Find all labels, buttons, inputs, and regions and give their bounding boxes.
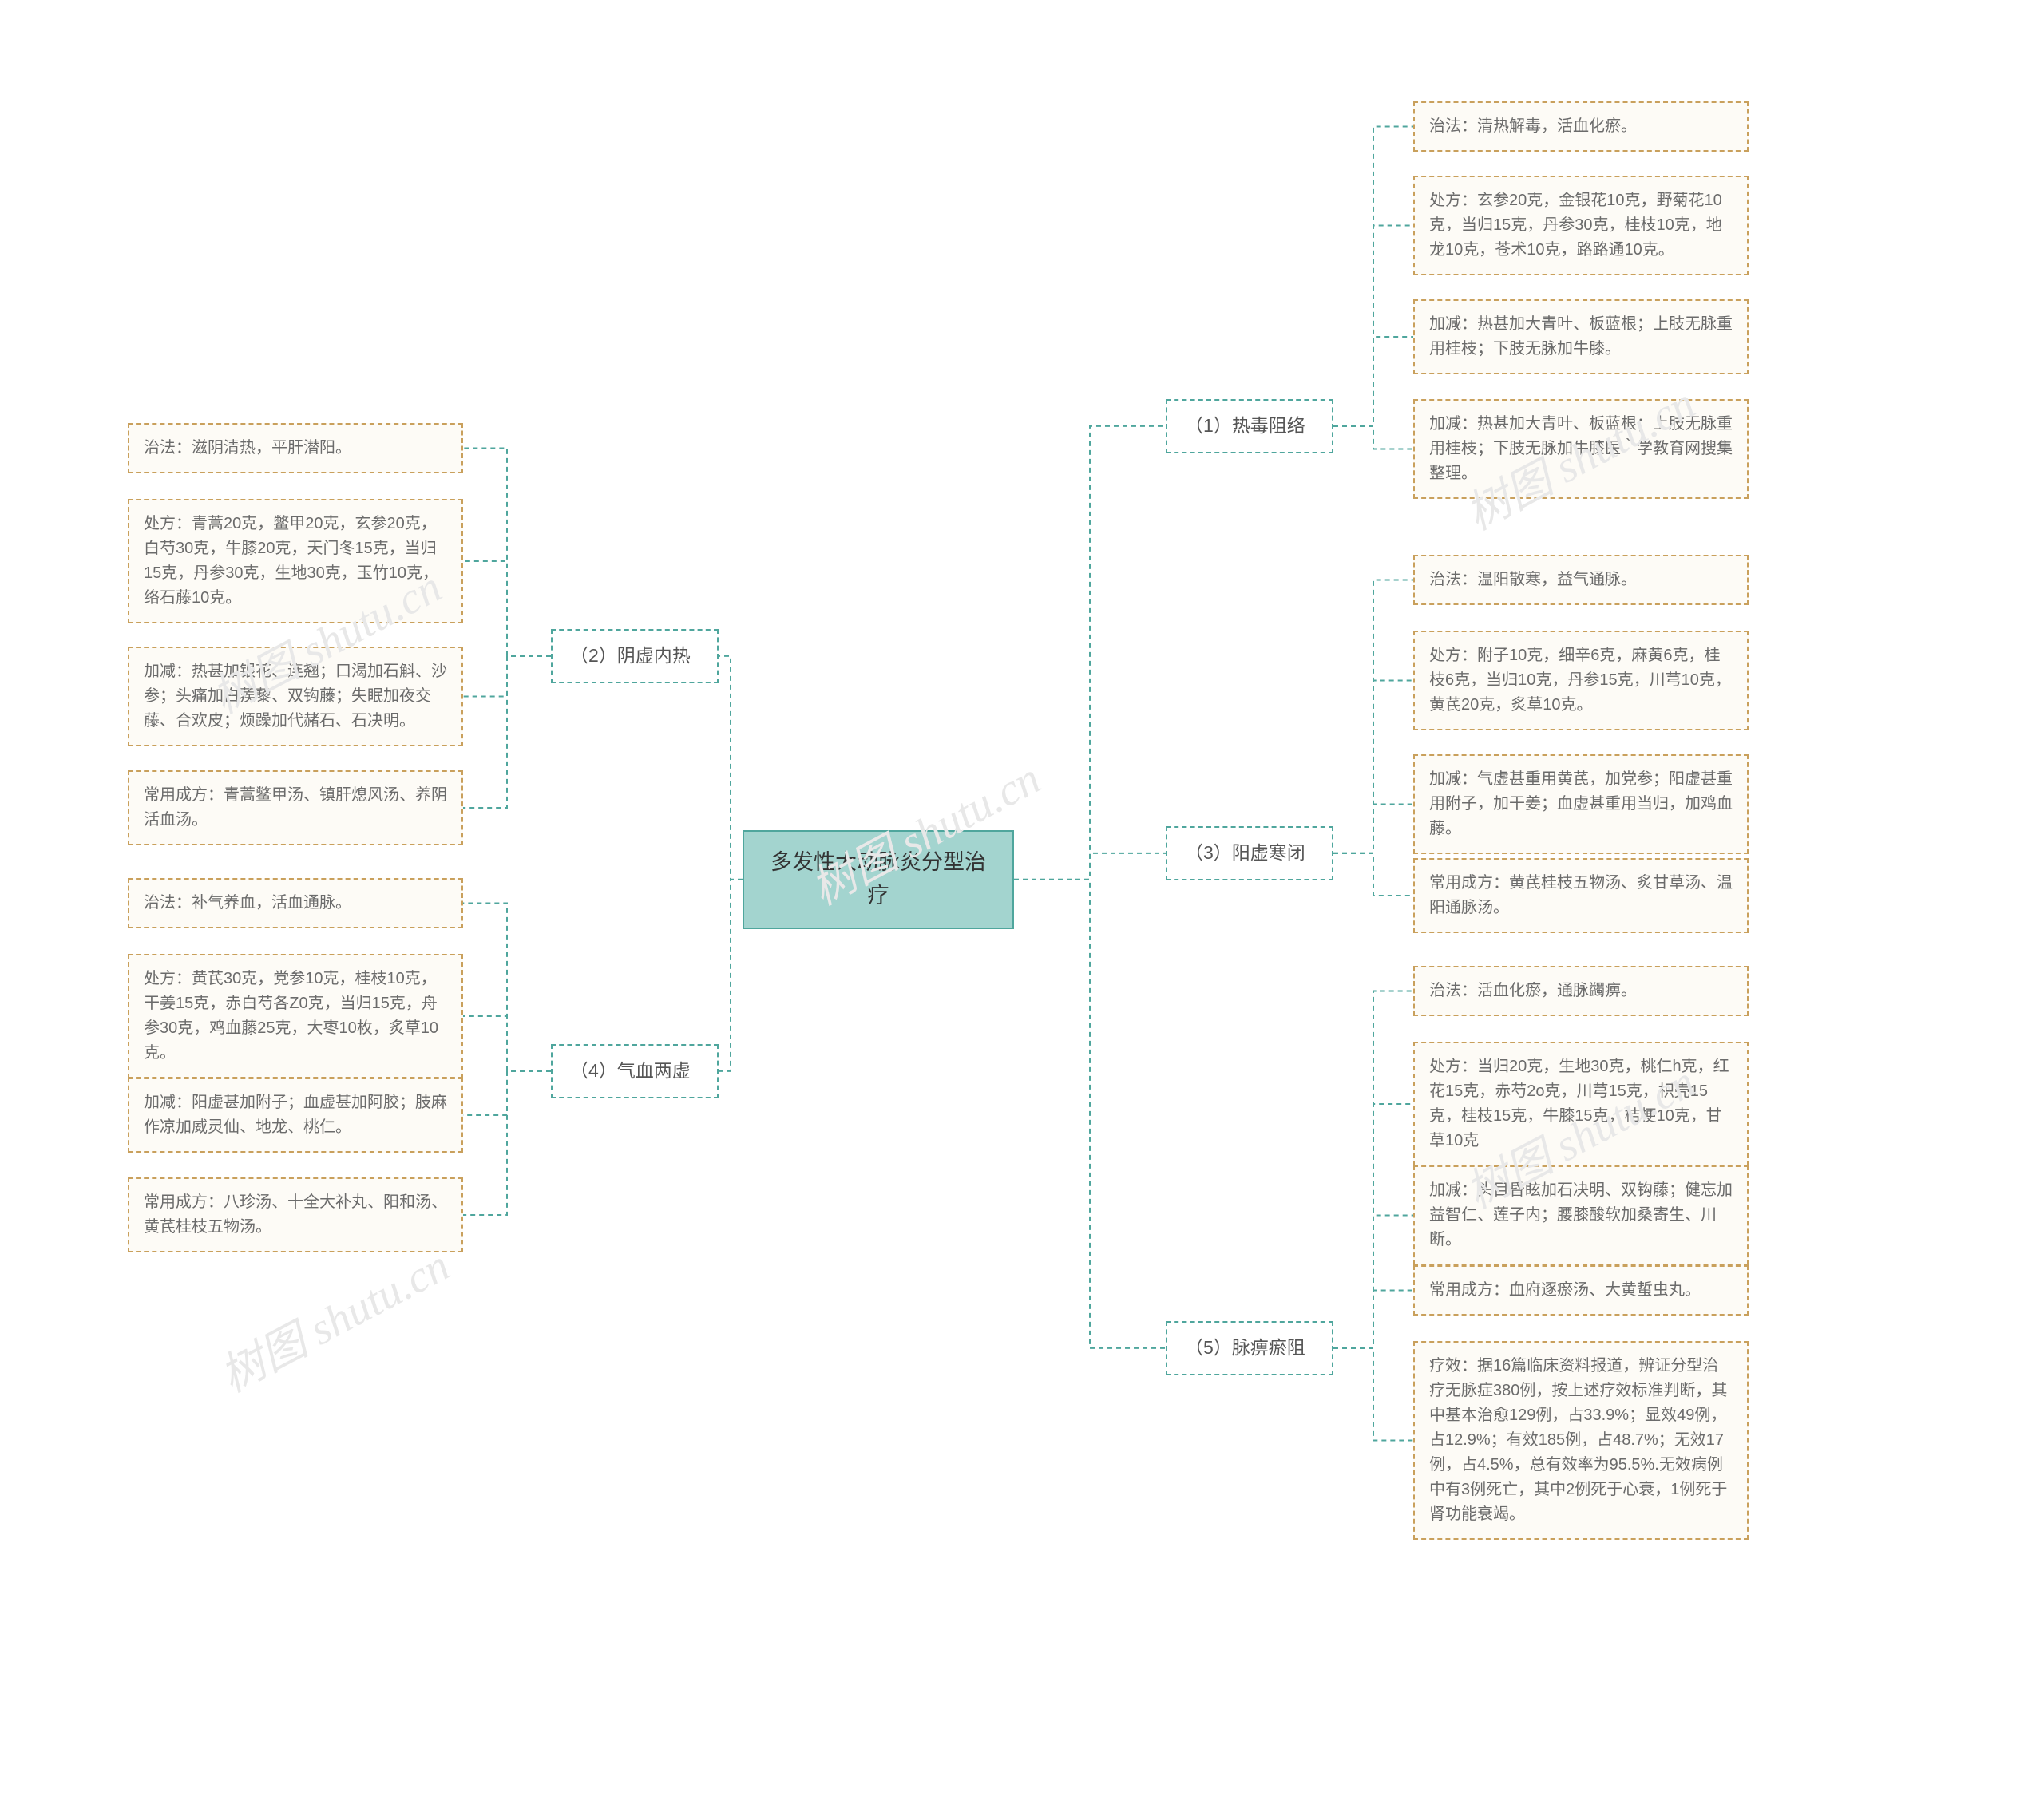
leaf-node: 治法：活血化瘀，通脉蠲痹。 — [1413, 966, 1749, 1016]
branch-node: （4）气血两虚 — [551, 1044, 719, 1098]
branch-node: （2）阴虚内热 — [551, 629, 719, 683]
leaf-node: 处方：当归20克，生地30克，桃仁h克，红花15克，赤芍2o克，川芎15克，枳壳… — [1413, 1042, 1749, 1166]
root-node: 多发性大动脉炎分型治疗 — [743, 830, 1014, 929]
leaf-node: 处方：附子10克，细辛6克，麻黄6克，桂枝6克，当归10克，丹参15克，川芎10… — [1413, 631, 1749, 730]
leaf-node: 常用成方：黄芪桂枝五物汤、炙甘草汤、温阳通脉汤。 — [1413, 858, 1749, 933]
leaf-node: 加减：阳虚甚加附子；血虚甚加阿胶；肢麻作凉加威灵仙、地龙、桃仁。 — [128, 1078, 463, 1153]
leaf-node: 治法：清热解毒，活血化瘀。 — [1413, 101, 1749, 152]
leaf-node: 加减：气虚甚重用黄芪，加党参；阳虚甚重用附子，加干姜；血虚甚重用当归，加鸡血藤。 — [1413, 754, 1749, 854]
watermark: 树图 shutu.cn — [207, 1230, 458, 1405]
leaf-node: 治法：滋阴清热，平肝潜阳。 — [128, 423, 463, 473]
leaf-node: 疗效：据16篇临床资料报道，辨证分型治疗无脉症380例，按上述疗效标准判断，其中… — [1413, 1341, 1749, 1540]
leaf-node: 加减：热甚加大青叶、板蓝根；上肢无脉重用桂枝；下肢无脉加牛膝医｀学教育网搜集整理… — [1413, 399, 1749, 499]
leaf-node: 常用成方：八珍汤、十全大补丸、阳和汤、黄芪桂枝五物汤。 — [128, 1177, 463, 1252]
leaf-node: 处方：青蒿20克，鳖甲20克，玄参20克，白芍30克，牛膝20克，天门冬15克，… — [128, 499, 463, 623]
branch-node: （1）热毒阻络 — [1166, 399, 1333, 453]
leaf-node: 常用成方：血府逐瘀汤、大黄蜇虫丸。 — [1413, 1265, 1749, 1316]
leaf-node: 治法：补气养血，活血通脉。 — [128, 878, 463, 928]
leaf-node: 处方：玄参20克，金银花10克，野菊花10克，当归15克，丹参30克，桂枝10克… — [1413, 176, 1749, 275]
branch-node: （5）脉痹瘀阻 — [1166, 1321, 1333, 1375]
leaf-node: 加减：热甚加银花、连翘；口渴加石斛、沙参；头痛加白蒺藜、双钩藤；失眠加夜交藤、合… — [128, 647, 463, 746]
leaf-node: 处方：黄芪30克，党参10克，桂枝10克，干姜15克，赤白芍各Z0克，当归15克… — [128, 954, 463, 1078]
leaf-node: 加减：热甚加大青叶、板蓝根；上肢无脉重用桂枝；下肢无脉加牛膝。 — [1413, 299, 1749, 374]
leaf-node: 常用成方：青蒿鳖甲汤、镇肝熄风汤、养阴活血汤。 — [128, 770, 463, 845]
leaf-node: 加减：头目昏眩加石决明、双钩藤；健忘加益智仁、莲子内；腰膝酸软加桑寄生、川断。 — [1413, 1165, 1749, 1265]
branch-node: （3）阳虚寒闭 — [1166, 826, 1333, 880]
leaf-node: 治法：温阳散寒，益气通脉。 — [1413, 555, 1749, 605]
